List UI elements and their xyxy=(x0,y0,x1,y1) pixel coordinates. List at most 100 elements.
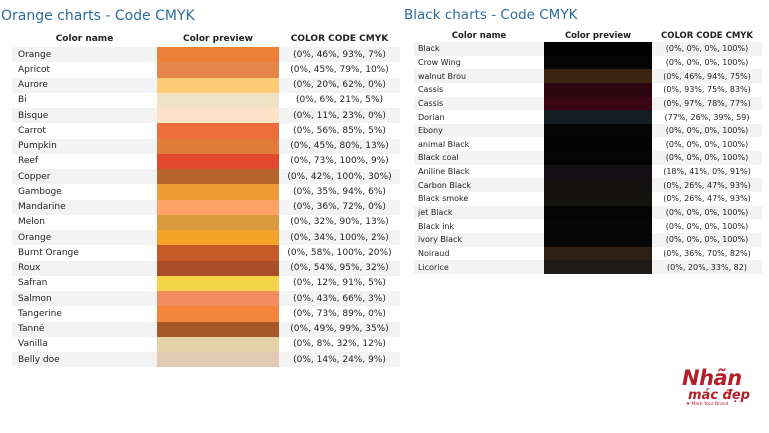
table-row: Black ink (0%, 0%, 0%, 100%) xyxy=(414,219,762,233)
table-row: Apricot (0%, 45%, 79%, 10%) xyxy=(12,62,400,78)
table-row: Black (0%, 0%, 0%, 100%) xyxy=(414,42,762,56)
color-name-cell: Aurore xyxy=(12,77,157,93)
table-row: Vanilla (0%, 8%, 32%, 12%) xyxy=(12,336,400,352)
color-preview-swatch xyxy=(544,82,652,97)
logo-tagline: ❖ Mark Your Brand xyxy=(686,402,729,407)
color-name-cell: Licorice xyxy=(414,260,544,274)
color-preview-swatch xyxy=(544,96,652,111)
brand-logo: Nhãn mác đẹp ❖ Mark Your Brand xyxy=(682,368,766,416)
cmyk-code-cell: (0%, 54%, 95%, 32%) xyxy=(279,260,400,276)
color-preview-swatch xyxy=(544,151,652,165)
column-header-cmyk-code: COLOR CODE CMYK xyxy=(660,30,754,41)
color-preview-swatch xyxy=(157,352,279,368)
table-row: Black smoke (0%, 26%, 47%, 93%) xyxy=(414,192,762,206)
black-table-body: Black (0%, 0%, 0%, 100%) Crow Wing (0%, 0%,… xyxy=(414,42,762,274)
color-preview-swatch xyxy=(157,321,279,337)
color-preview-swatch xyxy=(157,230,279,246)
cmyk-code-cell: (0%, 0%, 0%, 100%) xyxy=(652,219,762,233)
cmyk-code-cell: (0%, 58%, 100%, 20%) xyxy=(279,245,400,261)
cmyk-code-cell: (0%, 46%, 94%, 75%) xyxy=(652,69,762,83)
logo-line-1: Nhãn xyxy=(682,366,742,390)
table-header-row: Color name Color preview COLOR CODE CMYK xyxy=(414,29,762,42)
cmyk-code-cell: (0%, 26%, 47%, 93%) xyxy=(652,192,762,206)
cmyk-code-cell: (77%, 26%, 39%, 59) xyxy=(652,110,762,124)
color-preview-swatch xyxy=(157,92,279,108)
color-preview-swatch xyxy=(157,306,279,322)
color-name-cell: Black smoke xyxy=(414,192,544,206)
color-name-cell: Ebony xyxy=(414,123,544,138)
cmyk-code-cell: (0%, 45%, 79%, 10%) xyxy=(279,62,400,78)
cmyk-code-cell: (0%, 34%, 100%, 2%) xyxy=(279,230,400,246)
color-name-cell: Noiraud xyxy=(414,246,544,261)
cmyk-code-cell: (0%, 14%, 24%, 9%) xyxy=(279,352,400,368)
color-name-cell: Orange xyxy=(12,47,157,63)
color-name-cell: Crow Wing xyxy=(414,55,544,70)
table-header-row: Color name Color preview COLOR CODE CMYK xyxy=(12,31,400,47)
color-preview-swatch xyxy=(544,42,652,56)
color-name-cell: Bisque xyxy=(12,108,157,124)
color-preview-swatch xyxy=(544,192,652,206)
color-preview-swatch xyxy=(157,214,279,230)
color-name-cell: Pumpkin xyxy=(12,138,157,154)
cmyk-code-cell: (0%, 73%, 100%, 9%) xyxy=(279,153,400,169)
color-name-cell: Black xyxy=(414,42,544,56)
cmyk-code-cell: (0%, 26%, 47%, 93%) xyxy=(652,178,762,193)
table-row: Melon (0%, 32%, 90%, 13%) xyxy=(12,214,400,230)
color-name-cell: Tangerine xyxy=(12,306,157,322)
color-preview-swatch xyxy=(157,184,279,200)
cmyk-code-cell: (0%, 73%, 89%, 0%) xyxy=(279,306,400,322)
color-name-cell: Gamboge xyxy=(12,184,157,200)
color-name-cell: Mandarine xyxy=(12,199,157,215)
table-row: Mandarine (0%, 36%, 72%, 0%) xyxy=(12,199,400,215)
color-name-cell: Vanilla xyxy=(12,336,157,352)
color-name-cell: Copper xyxy=(12,169,157,185)
cmyk-code-cell: (0%, 93%, 75%, 83%) xyxy=(652,82,762,97)
cmyk-code-cell: (0%, 11%, 23%, 0%) xyxy=(279,108,400,124)
color-name-cell: Orange xyxy=(12,230,157,246)
color-preview-swatch xyxy=(544,164,652,179)
cmyk-code-cell: (0%, 46%, 93%, 7%) xyxy=(279,47,400,63)
color-name-cell: Aniline Black xyxy=(414,164,544,179)
black-chart-title: Black charts - Code CMYK xyxy=(404,7,578,23)
column-header-color-preview: Color preview xyxy=(564,30,632,41)
column-header-color-name: Color name xyxy=(55,34,114,44)
black-chart-panel: Black charts - Code CMYK Color name Colo… xyxy=(404,5,766,274)
table-row: Tangerine (0%, 73%, 89%, 0%) xyxy=(12,306,400,322)
orange-chart-title: Orange charts - Code CMYK xyxy=(1,8,195,24)
color-name-cell: Bi xyxy=(12,92,157,108)
color-name-cell: animal Black xyxy=(414,137,544,152)
color-preview-swatch xyxy=(544,232,652,247)
color-name-cell: Roux xyxy=(12,260,157,276)
orange-chart-panel: Orange charts - Code CMYK Color name Col… xyxy=(0,6,402,368)
table-row: Bi (0%, 6%, 21%, 5%) xyxy=(12,92,400,108)
color-preview-swatch xyxy=(544,205,652,220)
cmyk-code-cell: (0%, 56%, 85%, 5%) xyxy=(279,123,400,139)
color-name-cell: Tanné xyxy=(12,321,157,337)
color-name-cell: Dorian xyxy=(414,110,544,124)
cmyk-code-cell: (0%, 36%, 70%, 82%) xyxy=(652,246,762,261)
color-preview-swatch xyxy=(157,291,279,307)
color-name-cell: Black coal xyxy=(414,151,544,165)
color-name-cell: Carbon Black xyxy=(414,178,544,193)
cmyk-code-cell: (0%, 20%, 33%, 82) xyxy=(652,260,762,274)
table-row: Licorice (0%, 20%, 33%, 82) xyxy=(414,260,762,274)
table-row: Bisque (0%, 11%, 23%, 0%) xyxy=(12,108,400,124)
table-row: Carbon Black (0%, 26%, 47%, 93%) xyxy=(414,178,762,193)
cmyk-code-cell: (0%, 0%, 0%, 100%) xyxy=(652,151,762,165)
color-name-cell: Salmon xyxy=(12,291,157,307)
cmyk-code-cell: (0%, 43%, 66%, 3%) xyxy=(279,291,400,307)
table-row: Pumpkin (0%, 45%, 80%, 13%) xyxy=(12,138,400,154)
table-row: Copper (0%, 42%, 100%, 30%) xyxy=(12,169,400,185)
table-row: Aurore (0%, 20%, 62%, 0%) xyxy=(12,77,400,93)
color-preview-swatch xyxy=(544,260,652,274)
table-row: Orange (0%, 34%, 100%, 2%) xyxy=(12,230,400,246)
color-name-cell: jet Black xyxy=(414,205,544,220)
cmyk-code-cell: (0%, 32%, 90%, 13%) xyxy=(279,214,400,230)
color-name-cell: Safran xyxy=(12,275,157,291)
cmyk-code-cell: (0%, 6%, 21%, 5%) xyxy=(279,92,400,108)
color-preview-swatch xyxy=(157,275,279,291)
table-row: Noiraud (0%, 36%, 70%, 82%) xyxy=(414,246,762,261)
color-name-cell: Burnt Orange xyxy=(12,245,157,261)
color-preview-swatch xyxy=(544,246,652,261)
orange-color-table: Color name Color preview COLOR CODE CMYK… xyxy=(12,31,400,368)
